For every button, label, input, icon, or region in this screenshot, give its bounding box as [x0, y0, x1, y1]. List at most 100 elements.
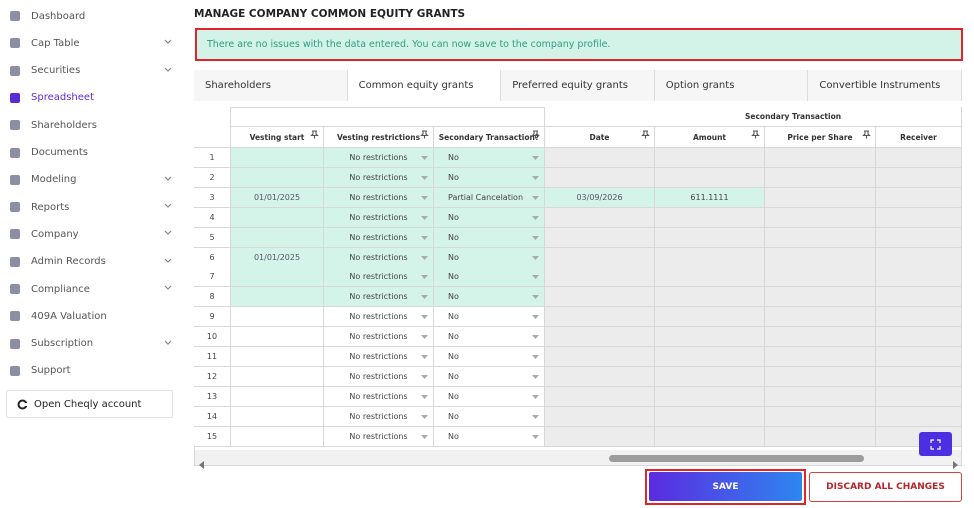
table-cell[interactable]: [765, 386, 876, 407]
table-cell[interactable]: 03/09/2026: [545, 187, 655, 208]
table-cell[interactable]: [231, 366, 324, 387]
table-cell[interactable]: [876, 327, 962, 348]
table-cell[interactable]: [655, 167, 765, 188]
table-cell[interactable]: [655, 386, 765, 407]
table-cell[interactable]: No: [434, 327, 545, 348]
table-cell[interactable]: [876, 267, 962, 288]
table-cell[interactable]: No restrictions: [324, 327, 434, 348]
scroll-left[interactable]: [198, 454, 206, 469]
sidebar-item[interactable]: Dashboard: [10, 5, 178, 27]
table-cell[interactable]: [545, 247, 655, 268]
table-cell[interactable]: [765, 307, 876, 328]
discard-button[interactable]: DISCARD ALL CHANGES: [809, 472, 962, 502]
table-cell[interactable]: 01/01/2025: [231, 187, 324, 208]
sidebar-item[interactable]: Admin Records: [10, 251, 178, 273]
table-cell[interactable]: [765, 227, 876, 248]
table-cell[interactable]: 611.1111: [655, 187, 765, 208]
table-cell[interactable]: No restrictions: [324, 227, 434, 248]
table-cell[interactable]: [876, 347, 962, 367]
table-cell[interactable]: [876, 207, 962, 228]
table-cell[interactable]: [655, 347, 765, 367]
table-cell[interactable]: No restrictions: [324, 426, 434, 447]
table-cell[interactable]: [655, 247, 765, 268]
tab[interactable]: Option grants: [654, 70, 809, 101]
table-cell[interactable]: [655, 366, 765, 387]
sidebar-item[interactable]: Documents: [10, 142, 178, 164]
table-cell[interactable]: [876, 247, 962, 268]
table-cell[interactable]: [231, 307, 324, 328]
expand-button[interactable]: [919, 432, 952, 456]
table-cell[interactable]: No: [434, 347, 545, 367]
sidebar-item[interactable]: Securities: [10, 60, 178, 82]
table-cell[interactable]: [655, 307, 765, 328]
table-cell[interactable]: [545, 426, 655, 447]
table-cell[interactable]: [545, 148, 655, 168]
open-account-button[interactable]: Open Cheqly account: [6, 390, 173, 418]
table-cell[interactable]: No: [434, 247, 545, 268]
table-cell[interactable]: [765, 366, 876, 387]
table-cell[interactable]: [765, 406, 876, 427]
table-cell[interactable]: [545, 366, 655, 387]
table-cell[interactable]: [545, 287, 655, 308]
table-cell[interactable]: [545, 347, 655, 367]
table-cell[interactable]: [655, 426, 765, 447]
table-cell[interactable]: [655, 227, 765, 248]
table-cell[interactable]: [655, 267, 765, 288]
table-cell[interactable]: No restrictions: [324, 187, 434, 208]
table-cell[interactable]: [765, 148, 876, 168]
table-cell[interactable]: [765, 327, 876, 348]
table-cell[interactable]: [545, 307, 655, 328]
table-cell[interactable]: No restrictions: [324, 366, 434, 387]
table-cell[interactable]: [765, 287, 876, 308]
table-cell[interactable]: [765, 187, 876, 208]
table-cell[interactable]: [876, 227, 962, 248]
table-cell[interactable]: No: [434, 366, 545, 387]
table-cell[interactable]: [765, 267, 876, 288]
table-cell[interactable]: [876, 187, 962, 208]
sidebar-item[interactable]: Reports: [10, 196, 178, 218]
tab[interactable]: Common equity grants: [347, 70, 502, 101]
table-cell[interactable]: No restrictions: [324, 307, 434, 328]
table-cell[interactable]: [231, 207, 324, 228]
table-cell[interactable]: [545, 207, 655, 228]
table-cell[interactable]: [231, 347, 324, 367]
table-cell[interactable]: [655, 287, 765, 308]
table-cell[interactable]: No restrictions: [324, 247, 434, 268]
table-cell[interactable]: No: [434, 148, 545, 168]
table-cell[interactable]: No restrictions: [324, 267, 434, 288]
table-cell[interactable]: No: [434, 227, 545, 248]
sidebar-item[interactable]: Compliance: [10, 278, 178, 300]
table-cell[interactable]: [545, 386, 655, 407]
sidebar-item[interactable]: Modeling: [10, 169, 178, 191]
table-cell[interactable]: [655, 148, 765, 168]
tab[interactable]: Preferred equity grants: [501, 70, 655, 101]
sidebar-item[interactable]: Company: [10, 223, 178, 245]
table-cell[interactable]: [876, 386, 962, 407]
table-cell[interactable]: No restrictions: [324, 207, 434, 228]
table-cell[interactable]: No restrictions: [324, 148, 434, 168]
table-cell[interactable]: [765, 347, 876, 367]
sidebar-item[interactable]: Subscription: [10, 333, 178, 355]
table-cell[interactable]: No restrictions: [324, 167, 434, 188]
scroll-right[interactable]: [951, 454, 959, 469]
table-cell[interactable]: No restrictions: [324, 287, 434, 308]
table-cell[interactable]: [545, 227, 655, 248]
table-cell[interactable]: [876, 406, 962, 427]
table-cell[interactable]: [231, 287, 324, 308]
table-cell[interactable]: [545, 167, 655, 188]
table-cell[interactable]: No: [434, 167, 545, 188]
table-cell[interactable]: [655, 406, 765, 427]
table-cell[interactable]: [231, 227, 324, 248]
table-cell[interactable]: No: [434, 386, 545, 407]
table-cell[interactable]: No: [434, 307, 545, 328]
table-cell[interactable]: [545, 267, 655, 288]
table-cell[interactable]: [765, 167, 876, 188]
table-cell[interactable]: No: [434, 207, 545, 228]
tab[interactable]: Convertible Instruments: [808, 70, 962, 101]
table-cell[interactable]: [876, 287, 962, 308]
table-cell[interactable]: [876, 307, 962, 328]
table-cell[interactable]: [876, 366, 962, 387]
sidebar-item[interactable]: Spreadsheet: [10, 87, 178, 109]
table-cell[interactable]: No: [434, 426, 545, 447]
table-cell[interactable]: [545, 406, 655, 427]
